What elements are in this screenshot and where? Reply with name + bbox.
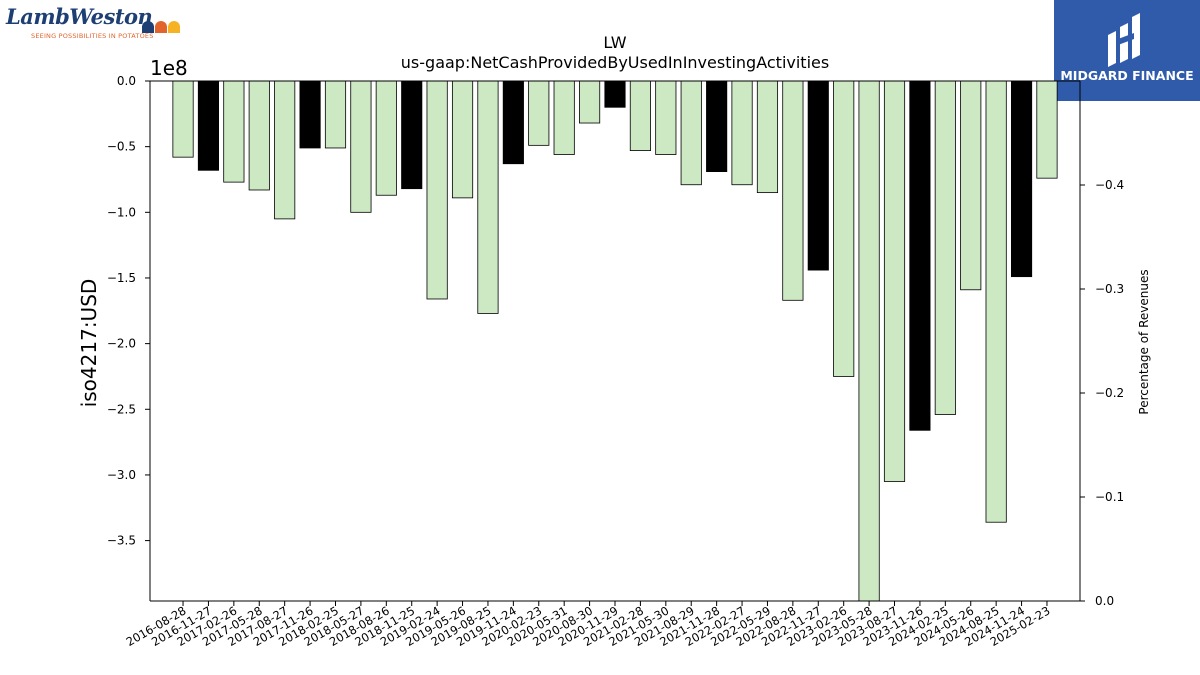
bar (604, 80, 626, 108)
bar (401, 80, 423, 190)
lamb-weston-logo: LambWeston SEEING POSSIBILITIES IN POTAT… (4, 4, 186, 44)
bar (477, 80, 499, 314)
y-right-tick-label: −0.3 (1095, 282, 1124, 296)
bar (807, 80, 829, 271)
midgard-mark-icon (1108, 13, 1140, 67)
bar (883, 80, 906, 482)
potato-dots-icon (142, 18, 181, 37)
bar (1036, 80, 1058, 179)
bar (197, 80, 220, 171)
y-right-tick-label: −0.4 (1095, 178, 1124, 192)
y-tick-label: −0.5 (107, 140, 136, 154)
bar (706, 80, 728, 173)
chart-subtitle: us-gaap:NetCashProvidedByUsedInInvesting… (401, 53, 829, 72)
bar (426, 80, 448, 300)
bar (172, 80, 194, 158)
bar (833, 80, 855, 377)
bar (960, 80, 982, 291)
bar (324, 80, 347, 149)
y-axis-right-label: Percentage of Revenues (1137, 269, 1151, 414)
y-tick-label: −1.5 (107, 271, 136, 285)
x-ticks-group: 2016-08-282016-11-272017-02-262017-05-28… (124, 601, 1052, 649)
y-right-tick-label: −0.1 (1095, 490, 1124, 504)
y-right-tick-label: 0.0 (1095, 594, 1114, 608)
bar (731, 80, 753, 186)
bar (655, 80, 677, 155)
midgard-finance-logo: MIDGARD FINANCE (1054, 0, 1200, 101)
y-ticks-right-group: 0.0 −0.1 −0.2 −0.3 −0.4 (1080, 178, 1124, 608)
bar (274, 80, 296, 220)
y-tick-label: −3.5 (107, 534, 136, 548)
bar (858, 80, 880, 602)
bar (680, 80, 702, 186)
bar (985, 80, 1007, 523)
y-tick-label: 0.0 (117, 74, 136, 88)
y-axis-label: iso4217:USD (77, 279, 101, 408)
y-right-tick-label: −0.2 (1095, 386, 1124, 400)
bar (579, 80, 601, 124)
y-tick-label: −3.0 (107, 468, 136, 482)
bar (451, 80, 474, 199)
y-offset-label: 1e8 (150, 56, 188, 80)
bar (934, 80, 956, 415)
bar (502, 80, 524, 165)
y-tick-label: −2.5 (107, 402, 136, 416)
bar (528, 80, 550, 146)
bar (350, 80, 372, 213)
y-tick-label: −1.0 (107, 205, 136, 219)
bar (629, 80, 651, 151)
bar (375, 80, 397, 196)
bars-group (172, 80, 1058, 602)
bar (1010, 80, 1033, 278)
bar (553, 80, 575, 155)
y-tick-label: −2.0 (107, 337, 136, 351)
y-ticks-group: 0.0 −0.5 −1.0 −1.5 −2.0 −2.5 −3.0 −3.5 (107, 74, 150, 548)
bar (248, 80, 270, 191)
bar (299, 80, 321, 149)
bar (909, 80, 931, 431)
chart-title: LW (603, 33, 626, 52)
bar (223, 80, 245, 183)
midgard-finance-name: MIDGARD FINANCE (1060, 68, 1194, 83)
bar (756, 80, 779, 194)
lamb-weston-wordmark: LambWeston (6, 4, 153, 29)
bar (782, 80, 804, 301)
lamb-weston-tagline: SEEING POSSIBILITIES IN POTATOES (31, 32, 154, 40)
